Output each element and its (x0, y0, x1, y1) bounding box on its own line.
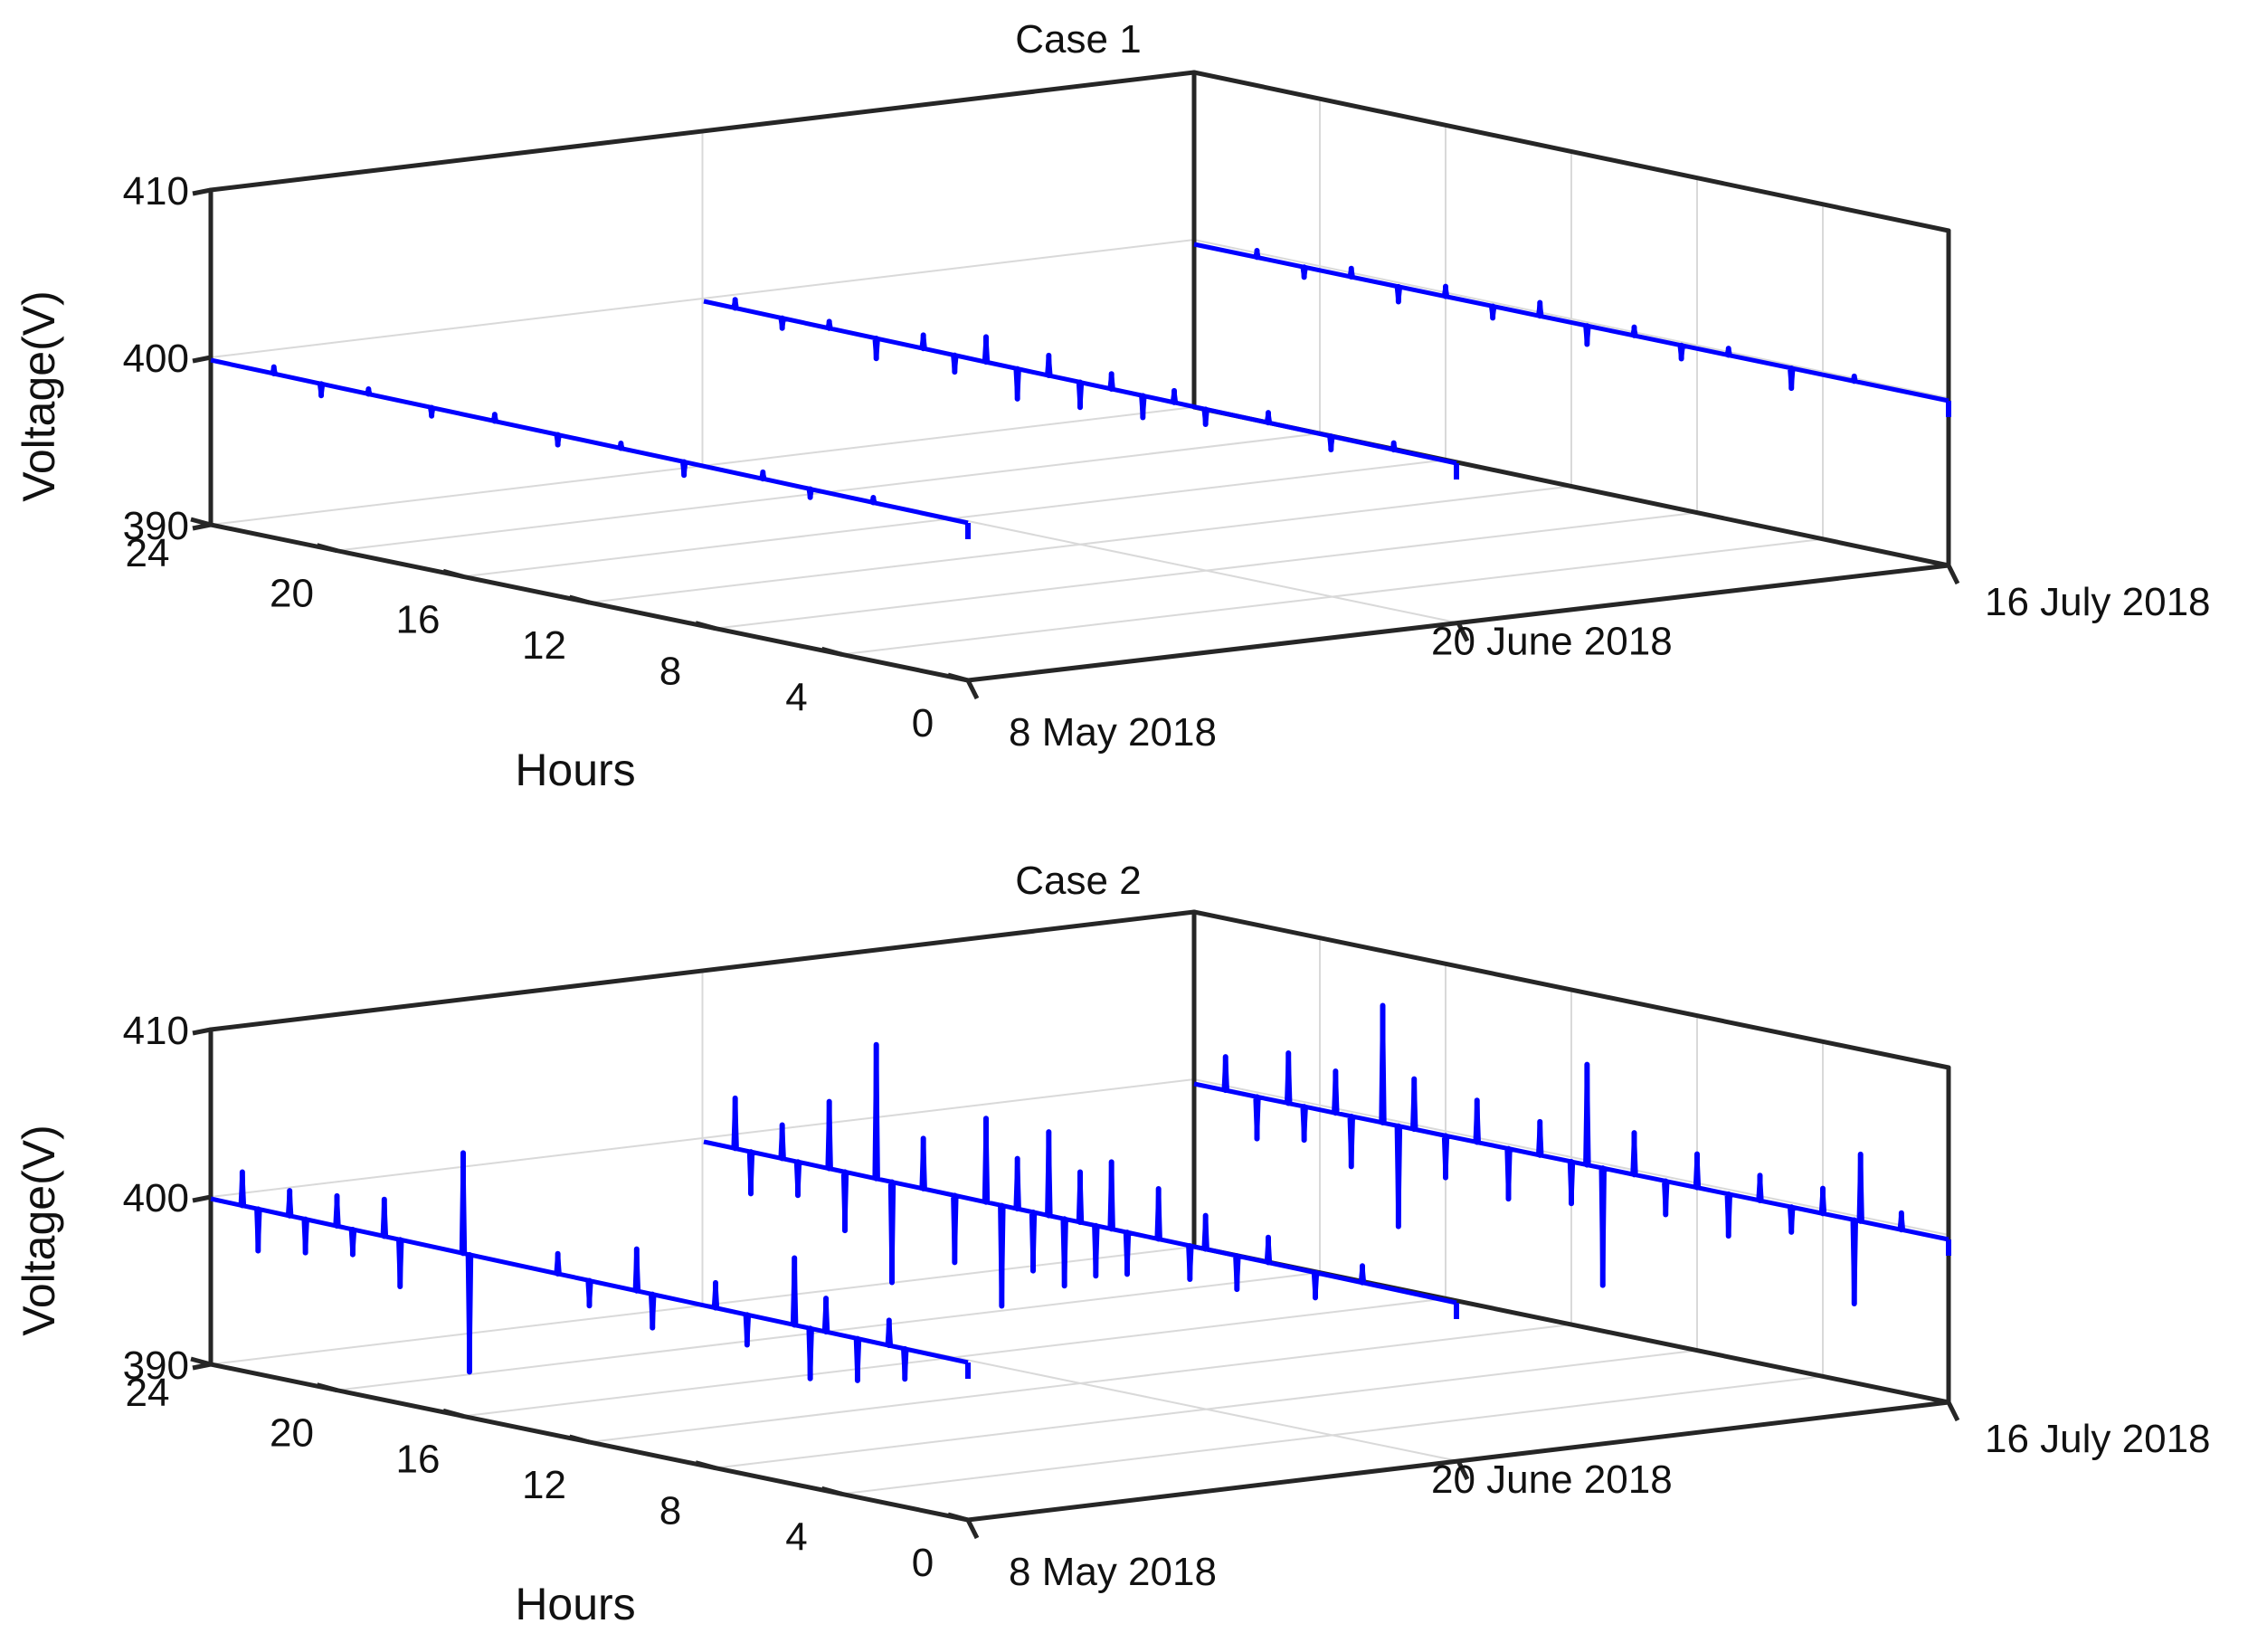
x-tick-label: 8 May 2018 (1009, 710, 1217, 755)
z-tick-label: 390 (123, 504, 189, 548)
y-tick-label: 0 (912, 1541, 934, 1585)
y-tick-label: 12 (522, 1463, 566, 1507)
y-tick (442, 568, 464, 579)
z-tick-label: 410 (123, 169, 189, 214)
z-tick-label: 400 (123, 337, 189, 381)
x-tick (965, 1518, 980, 1540)
series-group (210, 242, 1951, 539)
axis-ticks: 390 400 410 0 4 8 12 16 20 24 8 May 2018 20 June 20… (123, 1009, 2211, 1594)
y-tick (568, 1434, 591, 1445)
y-tick (190, 1356, 212, 1367)
y-tick-label: 4 (785, 1514, 807, 1559)
x-tick (1946, 564, 1960, 585)
y-tick-label: 16 (396, 597, 441, 641)
y-tick (947, 672, 969, 683)
z-tick (192, 187, 212, 196)
y-tick-label: 24 (126, 531, 170, 575)
z-tick (192, 1027, 212, 1036)
y-tick-label: 20 (270, 572, 314, 616)
z-axis-label: Voltage(V) (14, 1125, 64, 1335)
x-tick (1946, 1400, 1960, 1422)
y-tick-label: 20 (270, 1411, 314, 1456)
z-tick (192, 355, 212, 364)
y-tick (947, 1512, 969, 1523)
x-tick-label: 8 May 2018 (1009, 1550, 1217, 1594)
y-tick-label: 0 (912, 701, 934, 745)
x-tick-label: 20 June 2018 (1431, 620, 1673, 664)
y-tick (316, 1382, 338, 1393)
axis-ticks: 390 400 410 0 4 8 12 16 20 24 8 May 2018 20 June 20… (123, 169, 2211, 755)
z-axis-label: Voltage(V) (14, 290, 64, 501)
chart-title: Case 2 (1015, 859, 1141, 903)
chart-case-1: 390 400 410 0 4 8 12 16 20 24 8 May 2018 20 June 20… (14, 17, 2211, 795)
x-tick (1456, 622, 1470, 642)
x-tick (1456, 1459, 1470, 1481)
y-axis-label: Hours (515, 1579, 635, 1629)
y-tick (695, 1460, 716, 1471)
y-tick (820, 1486, 843, 1496)
axis-line (208, 909, 1197, 1032)
y-tick-label: 16 (396, 1437, 441, 1481)
z-tick-label: 410 (123, 1009, 189, 1053)
y-tick (316, 543, 338, 554)
axis-line (1191, 909, 1951, 1070)
x-tick-label: 16 July 2018 (1985, 1417, 2211, 1461)
y-tick-label: 4 (785, 675, 807, 719)
series-group (210, 1002, 1951, 1383)
axes-box (208, 909, 1951, 1523)
axis-line (208, 70, 1197, 193)
x-tick-label: 16 July 2018 (1985, 580, 2211, 624)
x-tick-label: 20 June 2018 (1431, 1457, 1673, 1502)
y-axis-label: Hours (515, 745, 635, 795)
y-tick-label: 8 (659, 650, 681, 694)
y-tick (568, 594, 591, 605)
chart-title: Case 1 (1015, 17, 1141, 62)
y-tick (190, 517, 212, 527)
z-tick (192, 1194, 212, 1203)
y-tick-label: 24 (126, 1371, 170, 1415)
x-tick (965, 679, 980, 700)
y-tick (695, 621, 716, 631)
y-tick-label: 12 (522, 623, 566, 668)
y-tick-label: 8 (659, 1489, 681, 1533)
chart-case-2: 390 400 410 0 4 8 12 16 20 24 8 May 2018 20 June 20… (14, 859, 2211, 1629)
z-tick-label: 400 (123, 1176, 189, 1220)
axis-line (1191, 70, 1951, 233)
z-tick-label: 390 (123, 1343, 189, 1388)
y-tick (442, 1408, 464, 1419)
y-tick (820, 646, 843, 657)
